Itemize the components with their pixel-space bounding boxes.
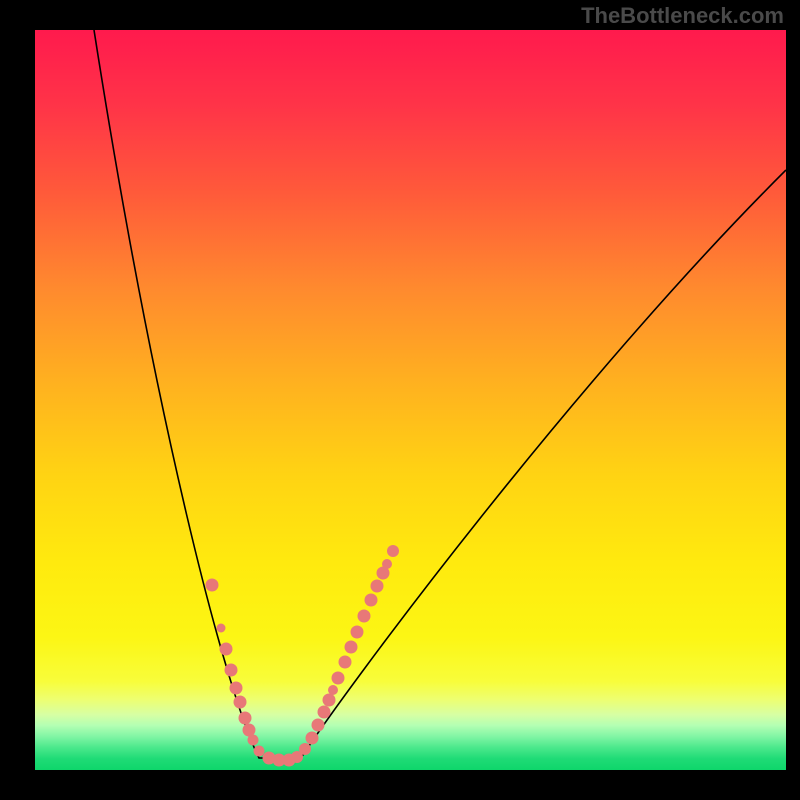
plot-area [35,30,786,770]
watermark-text: TheBottleneck.com [581,3,784,29]
background-gradient [35,30,786,770]
